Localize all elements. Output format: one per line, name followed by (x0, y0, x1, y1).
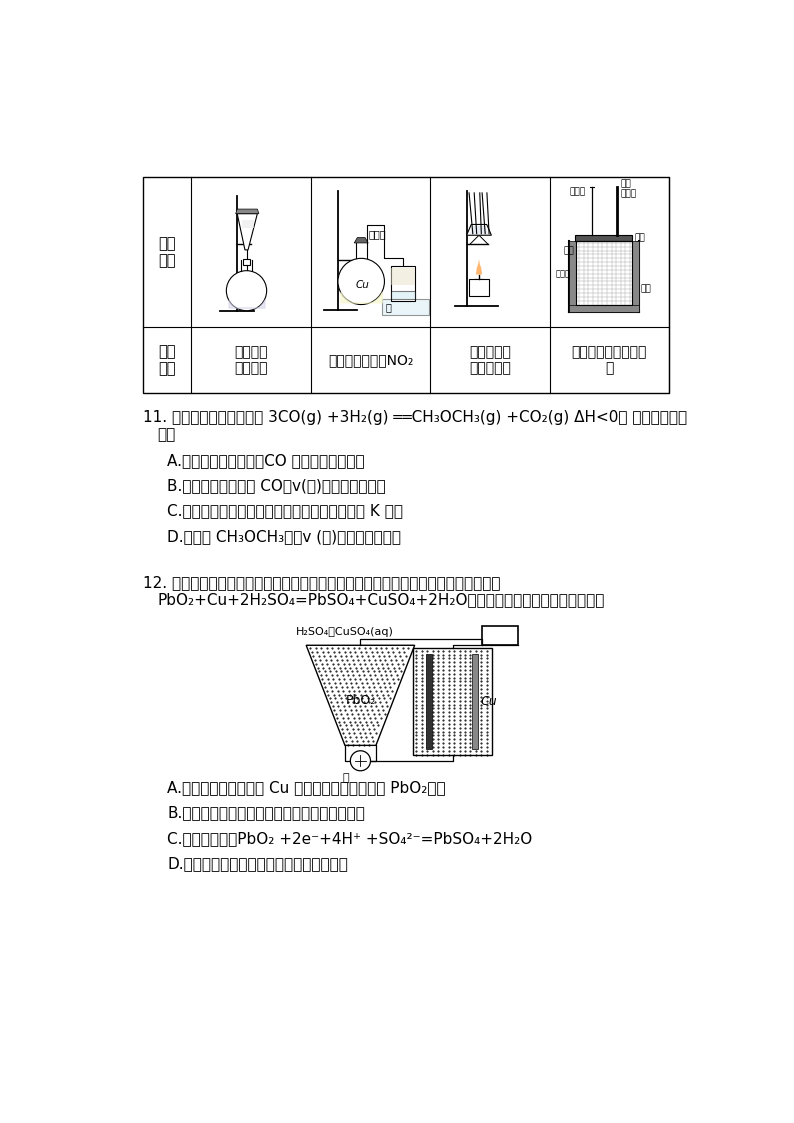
Text: 实验
装置: 实验 装置 (159, 236, 176, 268)
Polygon shape (306, 646, 414, 746)
Polygon shape (237, 213, 257, 250)
Text: B.电池工作过程中，电解质溶液的质量逐渐减小: B.电池工作过程中，电解质溶液的质量逐渐减小 (168, 805, 365, 821)
Bar (144, 177, 669, 393)
Text: 测定中和反应的反应
热: 测定中和反应的反应 热 (572, 345, 647, 375)
Polygon shape (569, 241, 576, 312)
Text: 制备并收集少最NO₂: 制备并收集少最NO₂ (328, 353, 413, 367)
Text: 隔热层: 隔热层 (556, 268, 570, 277)
Text: C.恒温时，缩小容器容积，平衡右移，平衡常数 K 不变: C.恒温时，缩小容器容积，平衡右移，平衡常数 K 不变 (168, 503, 403, 519)
Text: 11. 一定条件下，发生反应 3CO(g) +3H₂(g) ══CH₃OCH₃(g) +CO₂(g) ΔH<0。 下列判断正确: 11. 一定条件下，发生反应 3CO(g) +3H₂(g) ══CH₃OCH₃(… (144, 410, 688, 426)
Polygon shape (632, 241, 638, 312)
Text: 12. 氧化铅－铜电池是一种电解质可循环流动的新型电池（如图所示），电池总反应为: 12. 氧化铅－铜电池是一种电解质可循环流动的新型电池（如图所示），电池总反应为 (144, 575, 501, 591)
Polygon shape (472, 654, 478, 749)
Polygon shape (413, 648, 492, 756)
Text: 除去苯中
混有的水: 除去苯中 混有的水 (234, 345, 268, 375)
Text: C.正极反应式：PbO₂ +2e⁻+4H⁺ +SO₄²⁻=PbSO₄+2H₂O: C.正极反应式：PbO₂ +2e⁻+4H⁺ +SO₄²⁻=PbSO₄+2H₂O (168, 831, 533, 846)
Circle shape (350, 751, 371, 770)
Text: 温度计: 温度计 (570, 188, 586, 197)
Text: 实验
目的: 实验 目的 (159, 344, 176, 376)
Bar (469, 280, 489, 296)
Text: Cu: Cu (356, 281, 370, 290)
Text: PbO₂+Cu+2H₂SO₄=PbSO₄+CuSO₄+2H₂O。下列有关该电池的说法正确的是: PbO₂+Cu+2H₂SO₄=PbSO₄+CuSO₄+2H₂O。下列有关该电池的… (157, 592, 605, 608)
Text: A.电池工作时，电子由 Cu 电极经电解质溶液流向 PbO₂电极: A.电池工作时，电子由 Cu 电极经电解质溶液流向 PbO₂电极 (168, 780, 446, 795)
Polygon shape (470, 226, 488, 234)
Text: A.恒容时，升高温度，CO 的平衡转化率增大: A.恒容时，升高温度，CO 的平衡转化率增大 (168, 453, 365, 468)
Text: 杯盖: 杯盖 (634, 234, 646, 243)
Text: D.分离出 CH₃OCH₃时，v (正)增大，平衡右移: D.分离出 CH₃OCH₃时，v (正)增大，平衡右移 (168, 529, 402, 544)
Polygon shape (354, 238, 368, 243)
Bar (391, 292, 415, 299)
Text: 外壳: 外壳 (641, 284, 652, 293)
Text: 泵: 泵 (342, 773, 349, 783)
Polygon shape (382, 299, 429, 314)
Polygon shape (482, 626, 518, 646)
Text: D.电池工作过程中，两个电极的质量均减小: D.电池工作过程中，两个电极的质量均减小 (168, 856, 349, 871)
Polygon shape (575, 235, 633, 241)
Text: 水: 水 (386, 302, 392, 312)
Bar (244, 259, 249, 265)
Text: 玻璃
搅拌棒: 玻璃 搅拌棒 (621, 180, 637, 199)
Circle shape (338, 258, 384, 304)
Text: 的是: 的是 (157, 428, 175, 442)
Circle shape (226, 271, 267, 311)
Text: 内筒: 内筒 (564, 246, 574, 255)
Bar (391, 266, 415, 301)
Polygon shape (569, 305, 638, 312)
Text: 浓硝酸: 浓硝酸 (369, 229, 387, 239)
Polygon shape (426, 654, 432, 749)
Polygon shape (476, 259, 482, 274)
Text: B.恒温恒容时，充入 CO，v(正)增大，平衡右移: B.恒温恒容时，充入 CO，v(正)增大，平衡右移 (168, 478, 386, 493)
Text: H₂SO₄－CuSO₄(aq): H₂SO₄－CuSO₄(aq) (296, 627, 394, 637)
Text: PbO₂: PbO₂ (345, 694, 376, 706)
Text: 负载: 负载 (492, 629, 507, 641)
Bar (391, 267, 414, 284)
Text: 实验室焙烧
硫酸铜晶体: 实验室焙烧 硫酸铜晶体 (469, 345, 511, 375)
Polygon shape (242, 220, 254, 228)
Text: Cu: Cu (480, 695, 497, 707)
Polygon shape (236, 209, 259, 213)
Polygon shape (467, 225, 491, 235)
